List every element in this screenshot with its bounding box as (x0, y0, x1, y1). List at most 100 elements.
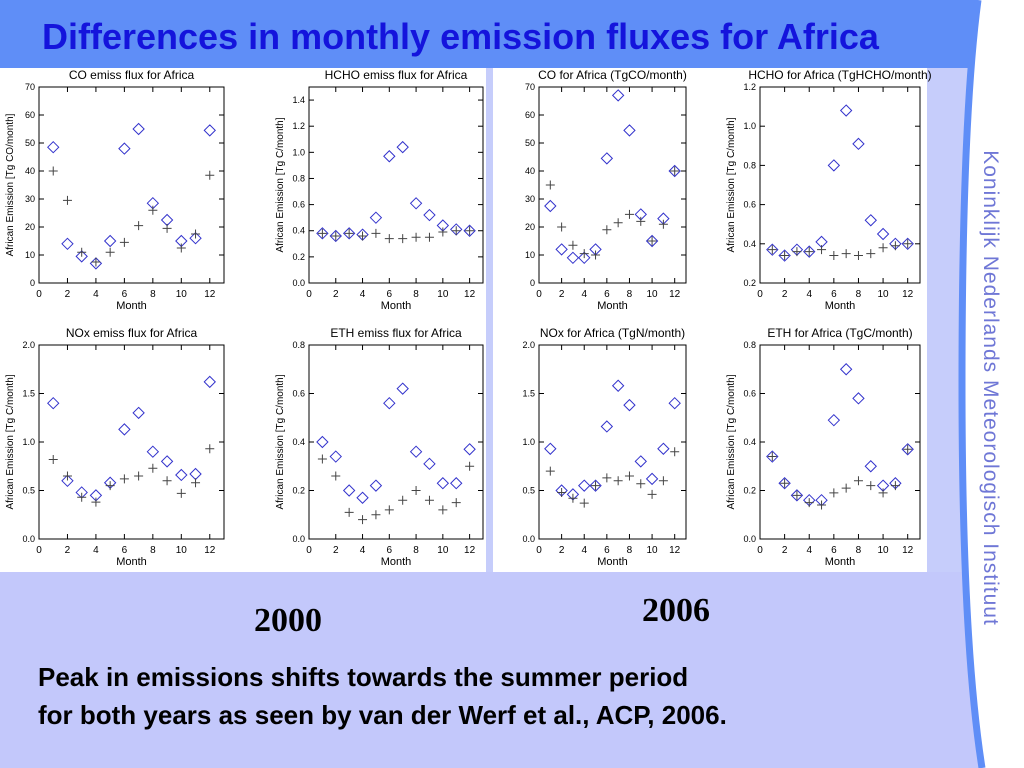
plus-point (636, 479, 646, 489)
plus-point (804, 247, 814, 257)
diamond-point (901, 237, 914, 251)
chart-title: ETH emiss flux for Africa (330, 326, 462, 340)
plus-point (162, 223, 172, 233)
diamond-point (103, 234, 117, 248)
caption: Peak in emissions shifts towards the sum… (38, 658, 968, 734)
plus-point (48, 454, 58, 464)
x-tick-label: 12 (669, 289, 681, 300)
y-tick-label: 0.6 (292, 389, 305, 399)
diamond-point (132, 406, 145, 420)
plus-point (602, 473, 612, 483)
diamond-point (864, 214, 877, 227)
plus-point (105, 481, 115, 491)
plus-point (205, 444, 215, 454)
y-tick-label: 1.0 (22, 437, 35, 447)
y-tick-label: 70 (525, 82, 535, 92)
plus-point (767, 452, 777, 462)
plus-point (568, 240, 578, 250)
y-tick-label: 1.0 (743, 121, 756, 131)
plus-point (317, 228, 327, 238)
plus-point (48, 166, 58, 176)
year-label-2000: 2000 (254, 602, 322, 639)
y-tick-label: 0 (30, 278, 35, 288)
y-tick-label: 0.0 (22, 534, 35, 544)
plus-point (866, 249, 876, 259)
x-tick-label: 0 (36, 545, 42, 556)
diamond-point (409, 197, 423, 210)
plus-point (162, 476, 172, 486)
diamond-point (766, 450, 779, 463)
chart-title: CO emiss flux for Africa (69, 68, 195, 82)
diamond-point (463, 443, 476, 456)
y-tick-label: 1.4 (292, 95, 305, 105)
plus-point (890, 241, 900, 251)
plus-point (568, 493, 578, 503)
y-tick-label: 0.0 (292, 278, 305, 288)
y-tick-label: 0 (530, 278, 535, 288)
y-tick-label: 0.4 (743, 437, 756, 447)
diamond-point (132, 122, 145, 136)
plot-frame (759, 86, 921, 284)
x-tick-label: 12 (902, 289, 914, 300)
plus-point (465, 226, 475, 236)
diamond-point (383, 150, 396, 163)
x-tick-label: 8 (150, 289, 156, 300)
y-tick-label: 30 (525, 194, 535, 204)
plus-point (903, 239, 913, 249)
plus-point (358, 231, 368, 241)
y-tick-label: 60 (25, 110, 35, 120)
y-tick-label: 0.0 (743, 534, 756, 544)
x-tick-label: 4 (806, 545, 812, 556)
diamond-point (423, 208, 436, 222)
diamond-point (47, 140, 60, 154)
plus-point (331, 471, 341, 481)
x-tick-label: 0 (36, 289, 42, 300)
y-tick-label: 0.4 (743, 239, 756, 249)
caption-line-1: Peak in emissions shifts towards the sum… (38, 662, 689, 692)
chart-title: ETH for Africa (TgC/month) (767, 326, 912, 340)
x-tick-label: 6 (387, 289, 393, 300)
x-tick-label: 6 (831, 545, 837, 556)
x-tick-label: 0 (757, 289, 763, 300)
x-tick-label: 4 (360, 545, 366, 556)
diamond-point (61, 237, 74, 251)
x-tick-label: 2 (782, 545, 788, 556)
plus-point (148, 205, 158, 215)
year-label-2006: 2006 (642, 592, 710, 629)
x-tick-label: 0 (306, 289, 312, 300)
x-tick-label: 2 (782, 289, 788, 300)
y-tick-label: 70 (25, 82, 35, 92)
plus-point (903, 444, 913, 454)
plus-point (647, 236, 657, 246)
chart-4: HCHO for Africa (TgHCHO/month) 0 2 4 6 8 10 12 0… (726, 68, 932, 312)
plus-point (804, 498, 814, 508)
chart-6: ETH emiss flux for Africa 0 2 4 6 8 10 12 0.0 0.2… (275, 326, 484, 568)
x-tick-label: 8 (856, 289, 862, 300)
plus-point (134, 471, 144, 481)
diamond-point (839, 104, 853, 117)
diamond-point (839, 363, 853, 376)
plus-point (670, 166, 680, 176)
x-tick-label: 8 (413, 545, 419, 556)
plus-point (636, 216, 646, 226)
plus-point (176, 243, 186, 253)
diamond-point (778, 249, 791, 262)
x-axis-label: Month (116, 300, 147, 312)
plus-point (557, 222, 567, 232)
diamond-point (160, 213, 174, 227)
diamond-point (544, 199, 557, 213)
diamond-point (436, 477, 450, 490)
y-tick-label: 0.2 (743, 278, 756, 288)
x-tick-label: 12 (204, 545, 216, 556)
y-tick-label: 50 (525, 138, 535, 148)
diamond-point (645, 234, 659, 248)
chart-title: NOx for Africa (TgN/month) (540, 326, 685, 340)
plus-point (62, 471, 72, 481)
plus-point (545, 466, 555, 476)
y-tick-label: 2.0 (522, 340, 535, 350)
plus-point (371, 510, 381, 520)
x-tick-label: 10 (878, 545, 890, 556)
x-axis-label: Month (381, 300, 412, 312)
plus-point (557, 487, 567, 497)
chart-title: HCHO for Africa (TgHCHO/month) (748, 68, 931, 82)
